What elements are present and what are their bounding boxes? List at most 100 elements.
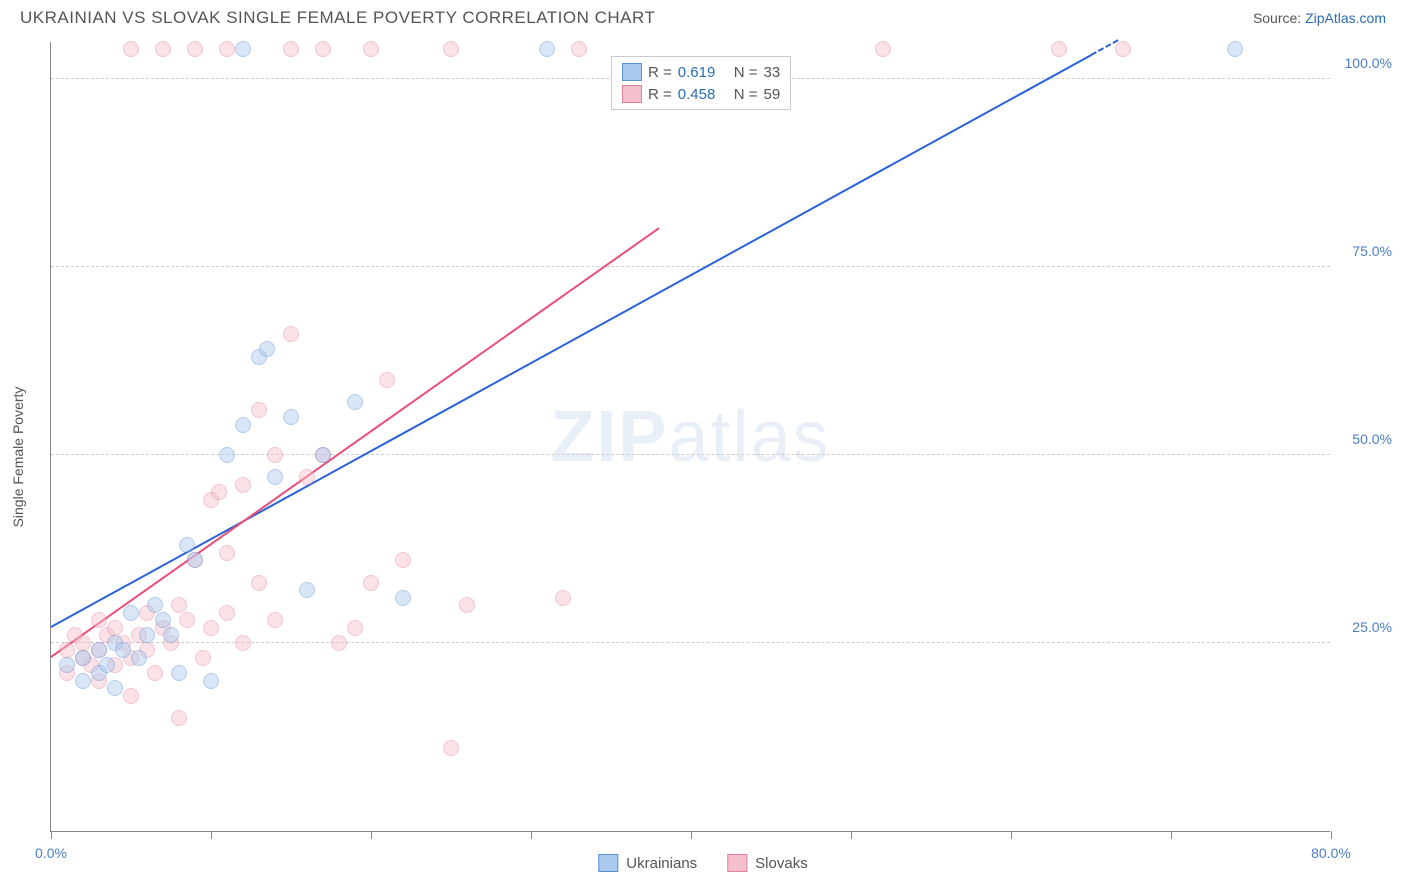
data-point	[123, 41, 139, 57]
data-point	[187, 41, 203, 57]
data-point	[75, 673, 91, 689]
x-tick	[1171, 831, 1172, 839]
data-point	[203, 673, 219, 689]
data-point	[235, 41, 251, 57]
y-axis-label: Single Female Poverty	[10, 387, 26, 528]
data-point	[267, 447, 283, 463]
data-point	[75, 650, 91, 666]
data-point	[171, 597, 187, 613]
x-tick-label: 80.0%	[1311, 845, 1351, 861]
legend-item: Slovaks	[727, 854, 808, 872]
data-point	[195, 650, 211, 666]
source-link[interactable]: ZipAtlas.com	[1305, 10, 1386, 26]
series-legend: Ukrainians Slovaks	[598, 854, 807, 872]
data-point	[139, 627, 155, 643]
data-point	[299, 469, 315, 485]
data-point	[875, 41, 891, 57]
n-value: 59	[764, 86, 781, 103]
x-tick-label: 0.0%	[35, 845, 67, 861]
data-point	[187, 552, 203, 568]
r-value: 0.458	[678, 86, 728, 103]
statistics-legend: R =0.619N =33R =0.458N =59	[611, 56, 791, 110]
data-point	[219, 41, 235, 57]
data-point	[315, 447, 331, 463]
data-point	[211, 484, 227, 500]
data-point	[219, 447, 235, 463]
data-point	[219, 545, 235, 561]
data-point	[99, 657, 115, 673]
data-point	[395, 552, 411, 568]
source-label: Source:	[1253, 10, 1305, 26]
data-point	[235, 417, 251, 433]
data-point	[203, 620, 219, 636]
data-point	[283, 409, 299, 425]
legend-swatch	[727, 854, 747, 872]
data-point	[163, 627, 179, 643]
legend-swatch	[622, 85, 642, 103]
data-point	[179, 612, 195, 628]
data-point	[395, 590, 411, 606]
data-point	[147, 597, 163, 613]
data-point	[147, 665, 163, 681]
y-tick-label: 100.0%	[1345, 55, 1392, 71]
data-point	[459, 597, 475, 613]
gridline	[51, 266, 1330, 267]
data-point	[219, 605, 235, 621]
data-point	[107, 680, 123, 696]
y-tick-label: 50.0%	[1352, 431, 1392, 447]
data-point	[107, 620, 123, 636]
data-point	[363, 575, 379, 591]
data-point	[91, 642, 107, 658]
data-point	[235, 477, 251, 493]
x-tick	[531, 831, 532, 839]
r-label: R =	[648, 64, 672, 81]
data-point	[539, 41, 555, 57]
data-point	[267, 612, 283, 628]
data-point	[443, 740, 459, 756]
data-point	[443, 41, 459, 57]
x-tick	[211, 831, 212, 839]
legend-swatch	[598, 854, 618, 872]
data-point	[171, 710, 187, 726]
data-point	[1115, 41, 1131, 57]
x-tick	[371, 831, 372, 839]
y-tick-label: 75.0%	[1352, 243, 1392, 259]
r-label: R =	[648, 86, 672, 103]
y-tick-label: 25.0%	[1352, 619, 1392, 635]
watermark: ZIPatlas	[550, 396, 830, 478]
legend-item: Ukrainians	[598, 854, 697, 872]
stat-row: R =0.458N =59	[618, 83, 784, 105]
data-point	[251, 402, 267, 418]
data-point	[347, 620, 363, 636]
data-point	[123, 605, 139, 621]
data-point	[155, 612, 171, 628]
data-point	[571, 41, 587, 57]
n-value: 33	[764, 64, 781, 81]
data-point	[1051, 41, 1067, 57]
gridline	[51, 454, 1330, 455]
chart-title: UKRAINIAN VS SLOVAK SINGLE FEMALE POVERT…	[20, 8, 655, 28]
legend-label: Slovaks	[755, 855, 808, 872]
data-point	[315, 41, 331, 57]
data-point	[363, 41, 379, 57]
data-point	[131, 650, 147, 666]
data-point	[91, 612, 107, 628]
data-point	[283, 326, 299, 342]
data-point	[171, 665, 187, 681]
r-value: 0.619	[678, 64, 728, 81]
x-tick	[1331, 831, 1332, 839]
chart-container: Single Female Poverty ZIPatlas 25.0%50.0…	[0, 32, 1406, 882]
x-tick	[851, 831, 852, 839]
data-point	[115, 642, 131, 658]
data-point	[283, 41, 299, 57]
regression-line	[51, 54, 1092, 628]
plot-area: ZIPatlas 25.0%50.0%75.0%100.0%0.0%80.0%R…	[50, 42, 1330, 832]
data-point	[1227, 41, 1243, 57]
data-point	[379, 372, 395, 388]
data-point	[179, 537, 195, 553]
data-point	[331, 635, 347, 651]
data-point	[75, 635, 91, 651]
data-point	[555, 590, 571, 606]
x-tick	[691, 831, 692, 839]
source-attribution: Source: ZipAtlas.com	[1253, 10, 1386, 26]
